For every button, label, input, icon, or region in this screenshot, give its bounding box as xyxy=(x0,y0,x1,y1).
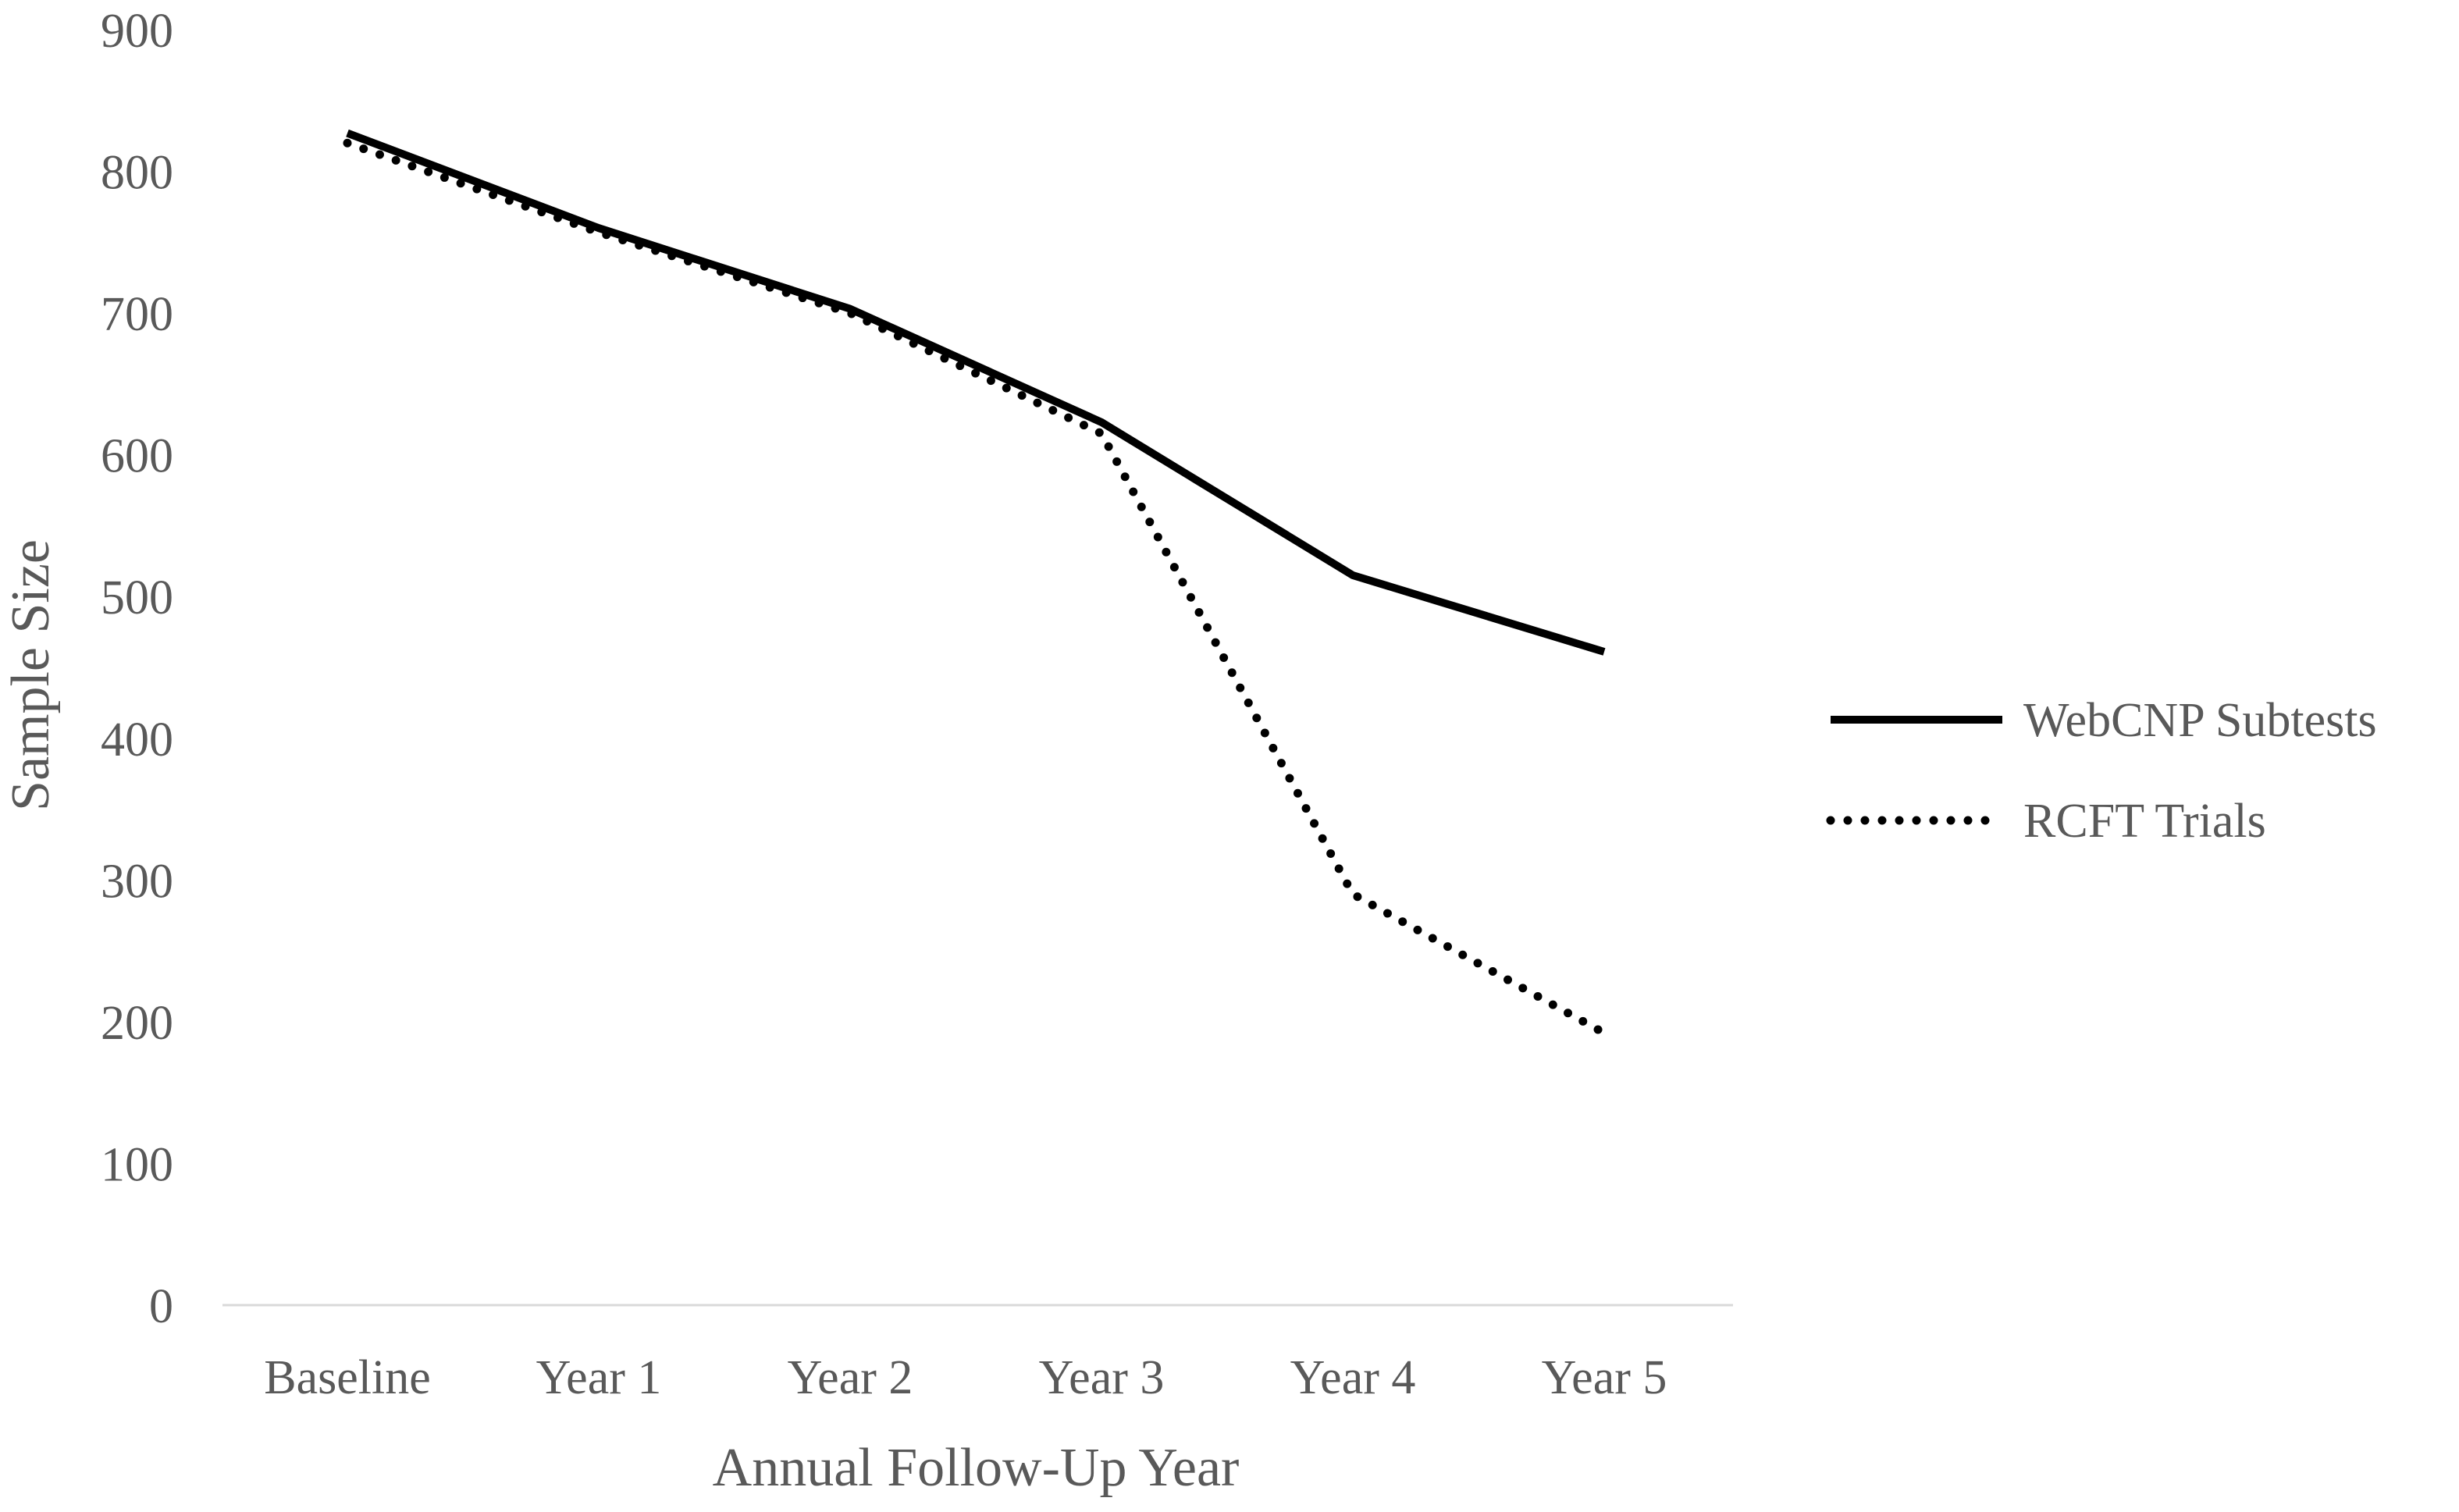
legend: WebCNP Subtests RCFT Trials xyxy=(1826,694,2377,848)
y-tick-label: 300 xyxy=(101,855,173,908)
y-axis-label: Sample Size xyxy=(1,539,61,811)
series-layer xyxy=(343,129,1609,1037)
legend-label-2: RCFT Trials xyxy=(2023,795,2266,848)
series-line-2 xyxy=(343,138,1609,1037)
x-axis-label: Annual Follow-Up Year xyxy=(713,1438,1240,1498)
y-tick-label: 600 xyxy=(101,430,173,483)
series-line-1 xyxy=(346,129,1606,656)
y-tick-label: 800 xyxy=(101,147,173,200)
y-tick-label: 0 xyxy=(149,1280,173,1333)
x-tick-label: Year 3 xyxy=(1039,1351,1165,1404)
x-tick-label: Year 1 xyxy=(536,1351,662,1404)
y-tick-label: 700 xyxy=(101,288,173,341)
legend-label-1: WebCNP Subtests xyxy=(2023,694,2377,747)
y-axis-ticks: 0 100 200 300 400 500 600 700 800 900 xyxy=(101,5,173,1333)
y-tick-label: 200 xyxy=(101,997,173,1050)
x-tick-label: Year 2 xyxy=(788,1351,913,1404)
y-tick-label: 400 xyxy=(101,713,173,767)
x-axis-ticks: Baseline Year 1 Year 2 Year 3 Year 4 Year 5 xyxy=(264,1351,1667,1404)
x-tick-label: Baseline xyxy=(264,1351,431,1404)
y-tick-label: 500 xyxy=(101,571,173,624)
y-tick-label: 100 xyxy=(101,1138,173,1191)
y-tick-label: 900 xyxy=(101,5,173,58)
x-tick-label: Year 5 xyxy=(1542,1351,1667,1404)
x-tick-label: Year 4 xyxy=(1290,1351,1416,1404)
